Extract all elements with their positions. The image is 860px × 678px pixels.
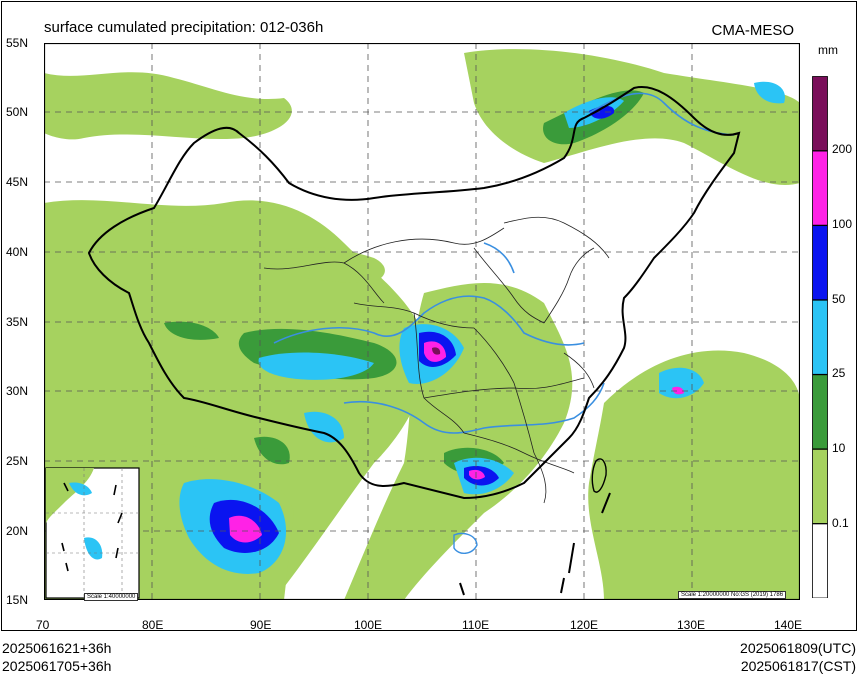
lon-label: 90E — [250, 618, 272, 632]
lat-label: 25N — [6, 454, 29, 468]
lon-label: 130E — [677, 618, 706, 632]
map-border — [44, 43, 800, 600]
province-boundaries — [263, 216, 610, 504]
lat-label: 55N — [6, 36, 29, 50]
rivers — [273, 92, 735, 434]
scale-note-inset: Scale 1:40000000 — [84, 593, 139, 601]
precipitation-map — [44, 43, 800, 600]
lat-label: 30N — [6, 384, 29, 398]
units-label: mm — [818, 43, 838, 57]
lat-label: 40N — [6, 245, 29, 259]
legend-label: 10 — [832, 441, 846, 455]
figure-frame — [1, 1, 857, 631]
legend-color-box — [812, 76, 828, 151]
lon-label: 140E — [774, 618, 803, 632]
legend-label: 25 — [832, 366, 846, 380]
legend-color-box — [812, 299, 828, 375]
lon-label: 80E — [142, 618, 164, 632]
map-title: surface cumulated precipitation: 012-036… — [44, 19, 324, 36]
valid-time-utc: 2025061809(UTC) — [740, 640, 856, 656]
lon-label: 70 — [36, 618, 50, 632]
lat-label: 45N — [6, 175, 29, 189]
legend-color-box — [812, 225, 828, 301]
model-label: CMA-MESO — [711, 22, 795, 39]
south-china-sea-inset — [45, 467, 140, 599]
graticule — [44, 43, 800, 600]
lon-label: 110E — [462, 618, 490, 632]
lat-label: 15N — [6, 593, 29, 607]
legend-color-box — [812, 150, 828, 226]
legend-label: 50 — [832, 292, 846, 306]
lon-label: 100E — [354, 618, 383, 632]
legend-color-box — [812, 448, 828, 524]
init-time-utc: 2025061621+36h — [2, 640, 112, 656]
lat-label: 35N — [6, 315, 29, 329]
precip-layer-200 — [432, 347, 441, 355]
color-legend — [812, 76, 828, 598]
legend-color-box — [812, 523, 828, 598]
legend-label: 200 — [832, 142, 853, 156]
precip-layer-100 — [229, 341, 684, 543]
legend-label: 0.1 — [832, 516, 849, 530]
lat-label: 20N — [6, 524, 29, 538]
legend-label: 100 — [832, 217, 853, 231]
taiwan-outline — [591, 458, 607, 493]
legend-boxes — [812, 76, 828, 598]
national-boundary — [87, 86, 741, 500]
maritime-boundary — [459, 492, 611, 596]
init-time-cst: 2025061705+36h — [2, 658, 112, 674]
scale-note-main: Scale 1:20000000 No:GS (2019) 1786 — [678, 591, 787, 599]
valid-time-cst: 2025061817(CST) — [740, 658, 856, 674]
lat-label: 50N — [6, 105, 29, 119]
legend-color-box — [812, 374, 828, 450]
lon-label: 120E — [570, 618, 599, 632]
hainan-outline — [453, 532, 478, 554]
